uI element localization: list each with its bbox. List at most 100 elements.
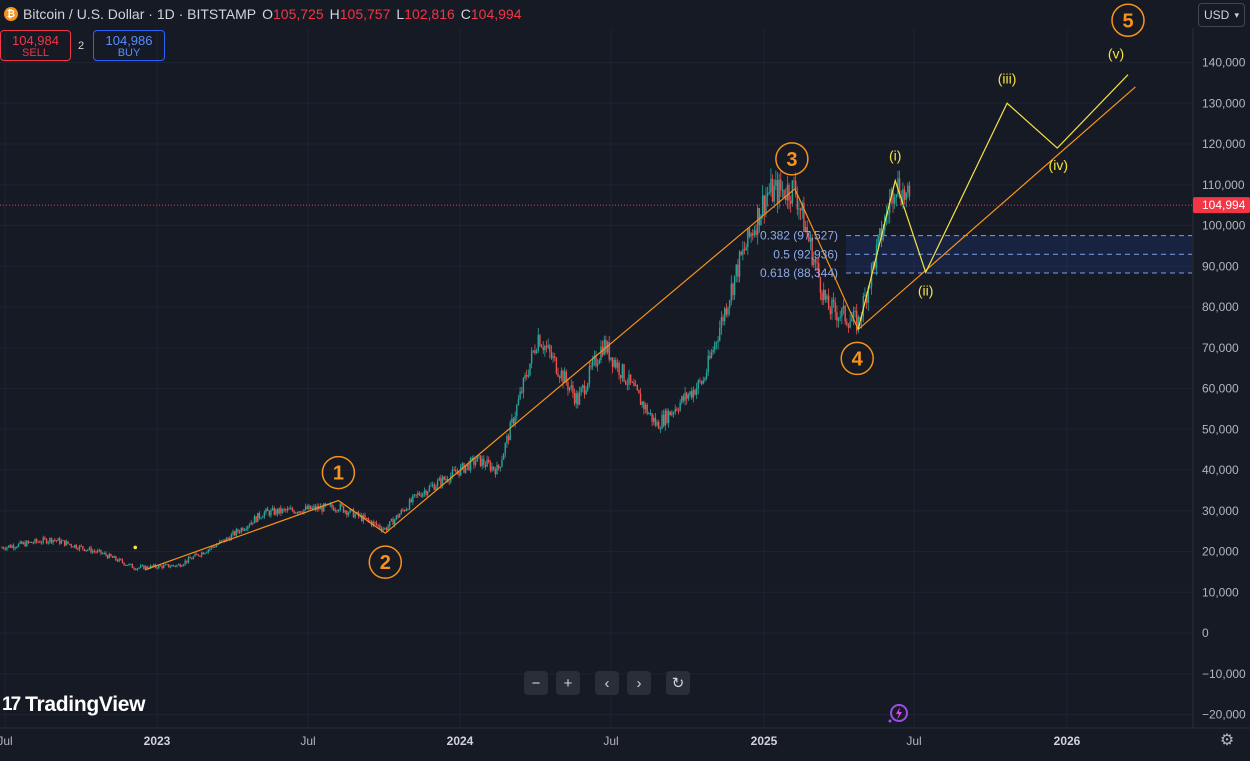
candle-body xyxy=(646,404,648,414)
candle-body xyxy=(273,508,275,515)
candle-body xyxy=(105,553,107,556)
zoom-in-button[interactable]: + xyxy=(556,671,580,695)
candle-body xyxy=(832,299,835,303)
candle-body xyxy=(737,264,739,277)
candle-body xyxy=(608,342,610,360)
candle-body xyxy=(73,544,76,548)
candle-body xyxy=(733,275,736,296)
candle-body xyxy=(9,545,11,548)
wave-label-circle xyxy=(775,142,809,176)
candle-body xyxy=(629,374,632,383)
wave-label-circle xyxy=(368,545,403,579)
y-tick-label: 20,000 xyxy=(1202,545,1239,559)
candle-body xyxy=(60,540,63,544)
reset-chart-button[interactable]: ↻ xyxy=(666,671,690,695)
candle-body xyxy=(747,228,749,248)
candle-body xyxy=(499,466,501,469)
open-label: O xyxy=(262,6,274,22)
chevron-left-icon: ‹ xyxy=(604,674,610,692)
candle-body xyxy=(323,503,325,512)
candle-body xyxy=(332,507,335,511)
candle-body xyxy=(664,410,666,426)
candle-body xyxy=(628,374,630,385)
candle-body xyxy=(768,192,770,194)
candle-body xyxy=(882,230,884,240)
candle-body xyxy=(12,545,15,549)
candle-body xyxy=(35,539,38,542)
candle-body xyxy=(57,538,59,541)
currency-select[interactable]: USD ▾ xyxy=(1198,3,1245,27)
candle-body xyxy=(834,302,836,313)
assistant-icon[interactable] xyxy=(886,702,910,726)
candle-body xyxy=(479,455,482,467)
candle-body xyxy=(555,357,558,374)
settings-gear-icon[interactable]: ⚙ xyxy=(1219,732,1235,749)
candle-body xyxy=(222,539,224,541)
candle-body xyxy=(39,541,41,543)
candle-body xyxy=(227,537,229,539)
subwave-line xyxy=(857,74,1129,330)
candle-body xyxy=(625,381,627,385)
candle-body xyxy=(87,549,89,551)
zoom-out-button[interactable]: − xyxy=(524,671,548,695)
candle-body xyxy=(233,531,236,536)
candle-body xyxy=(291,508,294,511)
candle-body xyxy=(194,553,196,557)
candle-body xyxy=(83,548,86,551)
candle-body xyxy=(224,539,226,542)
candle-body xyxy=(108,553,110,559)
wave-label-circle xyxy=(840,341,874,376)
close-value: 104,994 xyxy=(470,6,522,22)
candle-body xyxy=(521,391,523,393)
candle-body xyxy=(715,342,718,344)
candle-body xyxy=(364,515,366,518)
chart-header: ₿ Bitcoin / U.S. Dollar · 1D · BITSTAMP … xyxy=(0,0,522,28)
candle-body xyxy=(336,510,338,512)
candle-body xyxy=(372,521,374,526)
candle-body xyxy=(638,389,640,394)
wave-label-3: 3 xyxy=(775,142,809,176)
candle-body xyxy=(661,414,663,429)
candle-body xyxy=(606,342,609,353)
candle-body xyxy=(285,509,287,511)
tradingview-logo[interactable]: 17 TradingView xyxy=(2,693,145,717)
candle-body xyxy=(809,237,812,242)
candle-body xyxy=(819,277,822,293)
candle-body xyxy=(78,545,81,550)
chevron-right-icon: › xyxy=(636,674,642,692)
candle-body xyxy=(230,534,233,541)
candle-body xyxy=(418,493,421,496)
candle-body xyxy=(98,549,101,551)
candle-body xyxy=(568,387,571,390)
buy-button[interactable]: 104,986 BUY xyxy=(93,30,165,61)
candle-body xyxy=(844,305,846,322)
symbol-title[interactable]: Bitcoin / U.S. Dollar · 1D · BITSTAMP xyxy=(23,6,257,22)
y-tick-label: 40,000 xyxy=(1202,463,1239,477)
candle-body xyxy=(247,525,249,529)
candle-body xyxy=(22,542,25,544)
x-tick-label: Jul xyxy=(0,734,13,748)
candle-body xyxy=(433,484,435,490)
candle-body xyxy=(557,373,559,377)
open-value: 105,725 xyxy=(273,6,324,22)
candle-body xyxy=(587,383,589,391)
candle-body xyxy=(397,515,399,518)
y-tick-label: 60,000 xyxy=(1202,382,1239,396)
candle-body xyxy=(788,184,790,201)
scroll-right-button[interactable]: › xyxy=(627,671,651,695)
candle-body xyxy=(415,494,417,496)
candle-body xyxy=(461,463,464,467)
candle-body xyxy=(798,208,800,210)
y-tick-label: 30,000 xyxy=(1202,504,1239,518)
candle-body xyxy=(238,531,241,533)
candle-body xyxy=(831,299,833,314)
high-value: 105,757 xyxy=(339,6,391,22)
candle-body xyxy=(714,342,716,350)
sell-button[interactable]: 104,984 SELL xyxy=(0,30,71,61)
candle-body xyxy=(588,365,591,384)
candle-body xyxy=(126,564,129,566)
wave-label-text: 1 xyxy=(333,463,344,485)
subwave-label: (iii) xyxy=(998,70,1017,86)
scroll-left-button[interactable]: ‹ xyxy=(595,671,619,695)
